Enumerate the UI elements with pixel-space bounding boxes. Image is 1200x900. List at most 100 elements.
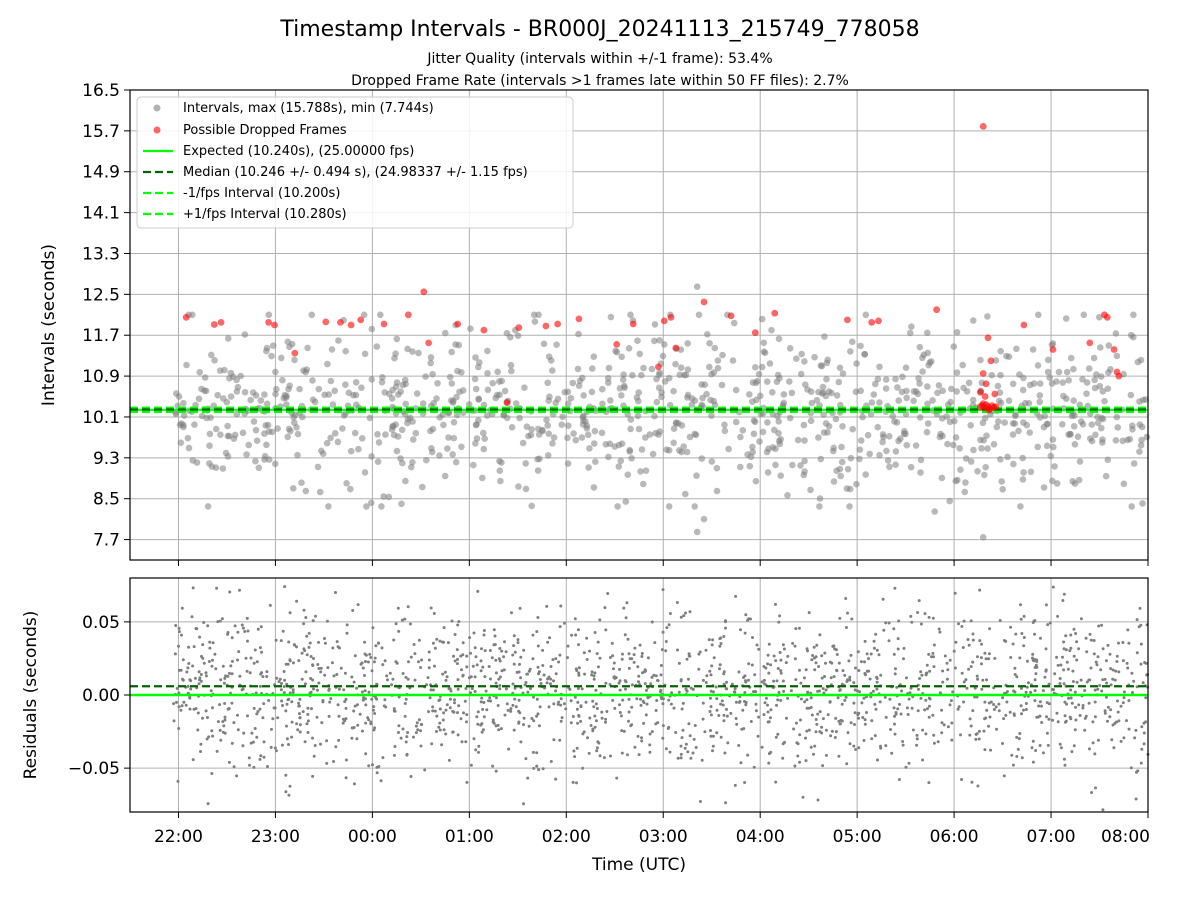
residual-point [968,733,972,737]
residual-point [1137,625,1141,629]
residual-point [687,654,691,658]
residual-point [979,656,983,660]
x-tick-label: 05:00 [833,827,882,847]
residual-point [1127,641,1131,645]
interval-point [1043,420,1051,428]
residual-point [805,729,809,733]
residual-point [645,688,648,692]
interval-point [758,363,766,371]
interval-point [749,443,756,451]
interval-point [327,377,335,385]
interval-point [892,461,899,469]
residual-point [562,621,566,625]
residual-point [227,671,231,675]
residual-point [1032,659,1036,663]
interval-point [243,451,250,458]
interval-point [564,400,572,408]
interval-point [990,441,998,448]
residual-point [197,670,201,674]
residual-point [960,671,964,675]
residual-point [342,688,346,692]
residual-point [882,628,886,632]
interval-point [1084,402,1092,410]
residual-point [276,716,280,720]
dropped-frame-point [613,341,621,348]
residual-point [857,669,861,672]
residual-point [1119,739,1123,743]
residual-point [371,708,375,712]
residual-point [932,741,936,745]
residual-point [633,745,637,749]
residual-point [630,705,634,709]
residual-point [848,678,852,682]
interval-point [331,387,339,395]
interval-point [272,368,279,376]
residual-point [814,730,818,734]
residual-point [927,652,931,656]
residual-point [797,626,801,630]
residual-point [1135,685,1139,689]
residual-point [768,716,772,720]
residual-point [429,688,433,692]
residual-point [241,687,245,691]
interval-point [713,464,721,472]
residual-point [221,664,225,668]
residual-point [764,696,768,700]
residual-point [1013,666,1017,670]
residual-point [1070,750,1074,754]
interval-point [917,456,925,464]
interval-point [605,379,612,387]
residual-point [756,734,760,738]
interval-point [472,440,479,447]
residual-point [431,709,435,713]
residual-point [744,680,748,684]
residual-point [815,643,819,647]
residual-point [822,691,826,695]
residual-point [956,707,960,711]
residual-point [820,654,824,658]
interval-point [903,394,910,402]
residual-point [417,638,421,642]
residual-point [503,640,506,644]
residual-point [1085,650,1089,654]
residual-point [701,701,705,705]
residual-point [216,620,220,624]
residual-point [707,638,711,642]
residual-point [688,610,692,614]
residual-point [776,732,780,736]
residual-point [1051,585,1055,589]
residual-point [419,729,422,733]
residual-point [569,699,573,703]
residual-point [298,730,302,734]
interval-point [412,429,420,437]
residual-point [1067,696,1070,700]
interval-point [440,421,447,429]
residual-point [323,641,327,645]
interval-point [961,488,969,496]
x-tick-label: 00:00 [348,827,397,847]
residual-point [654,674,658,678]
residual-point [632,653,636,657]
residual-point [767,761,771,765]
residual-point [201,656,205,660]
residual-point [776,698,780,702]
residual-point [843,673,847,677]
interval-point [483,412,491,419]
residual-point [1127,727,1131,731]
residual-point [566,656,569,660]
interval-point [688,401,696,408]
residual-point [686,677,690,681]
residual-point [725,680,729,684]
residual-point [1056,663,1060,667]
residual-point [667,698,671,702]
residual-point [1095,663,1099,667]
interval-point [925,361,932,369]
interval-point [315,385,323,393]
residual-point [482,715,486,719]
residual-point [211,641,215,645]
residual-point [960,625,964,628]
residual-point [791,641,795,645]
residual-point [297,701,301,705]
residual-point [1121,641,1125,644]
dropped-frame-point [210,321,218,328]
